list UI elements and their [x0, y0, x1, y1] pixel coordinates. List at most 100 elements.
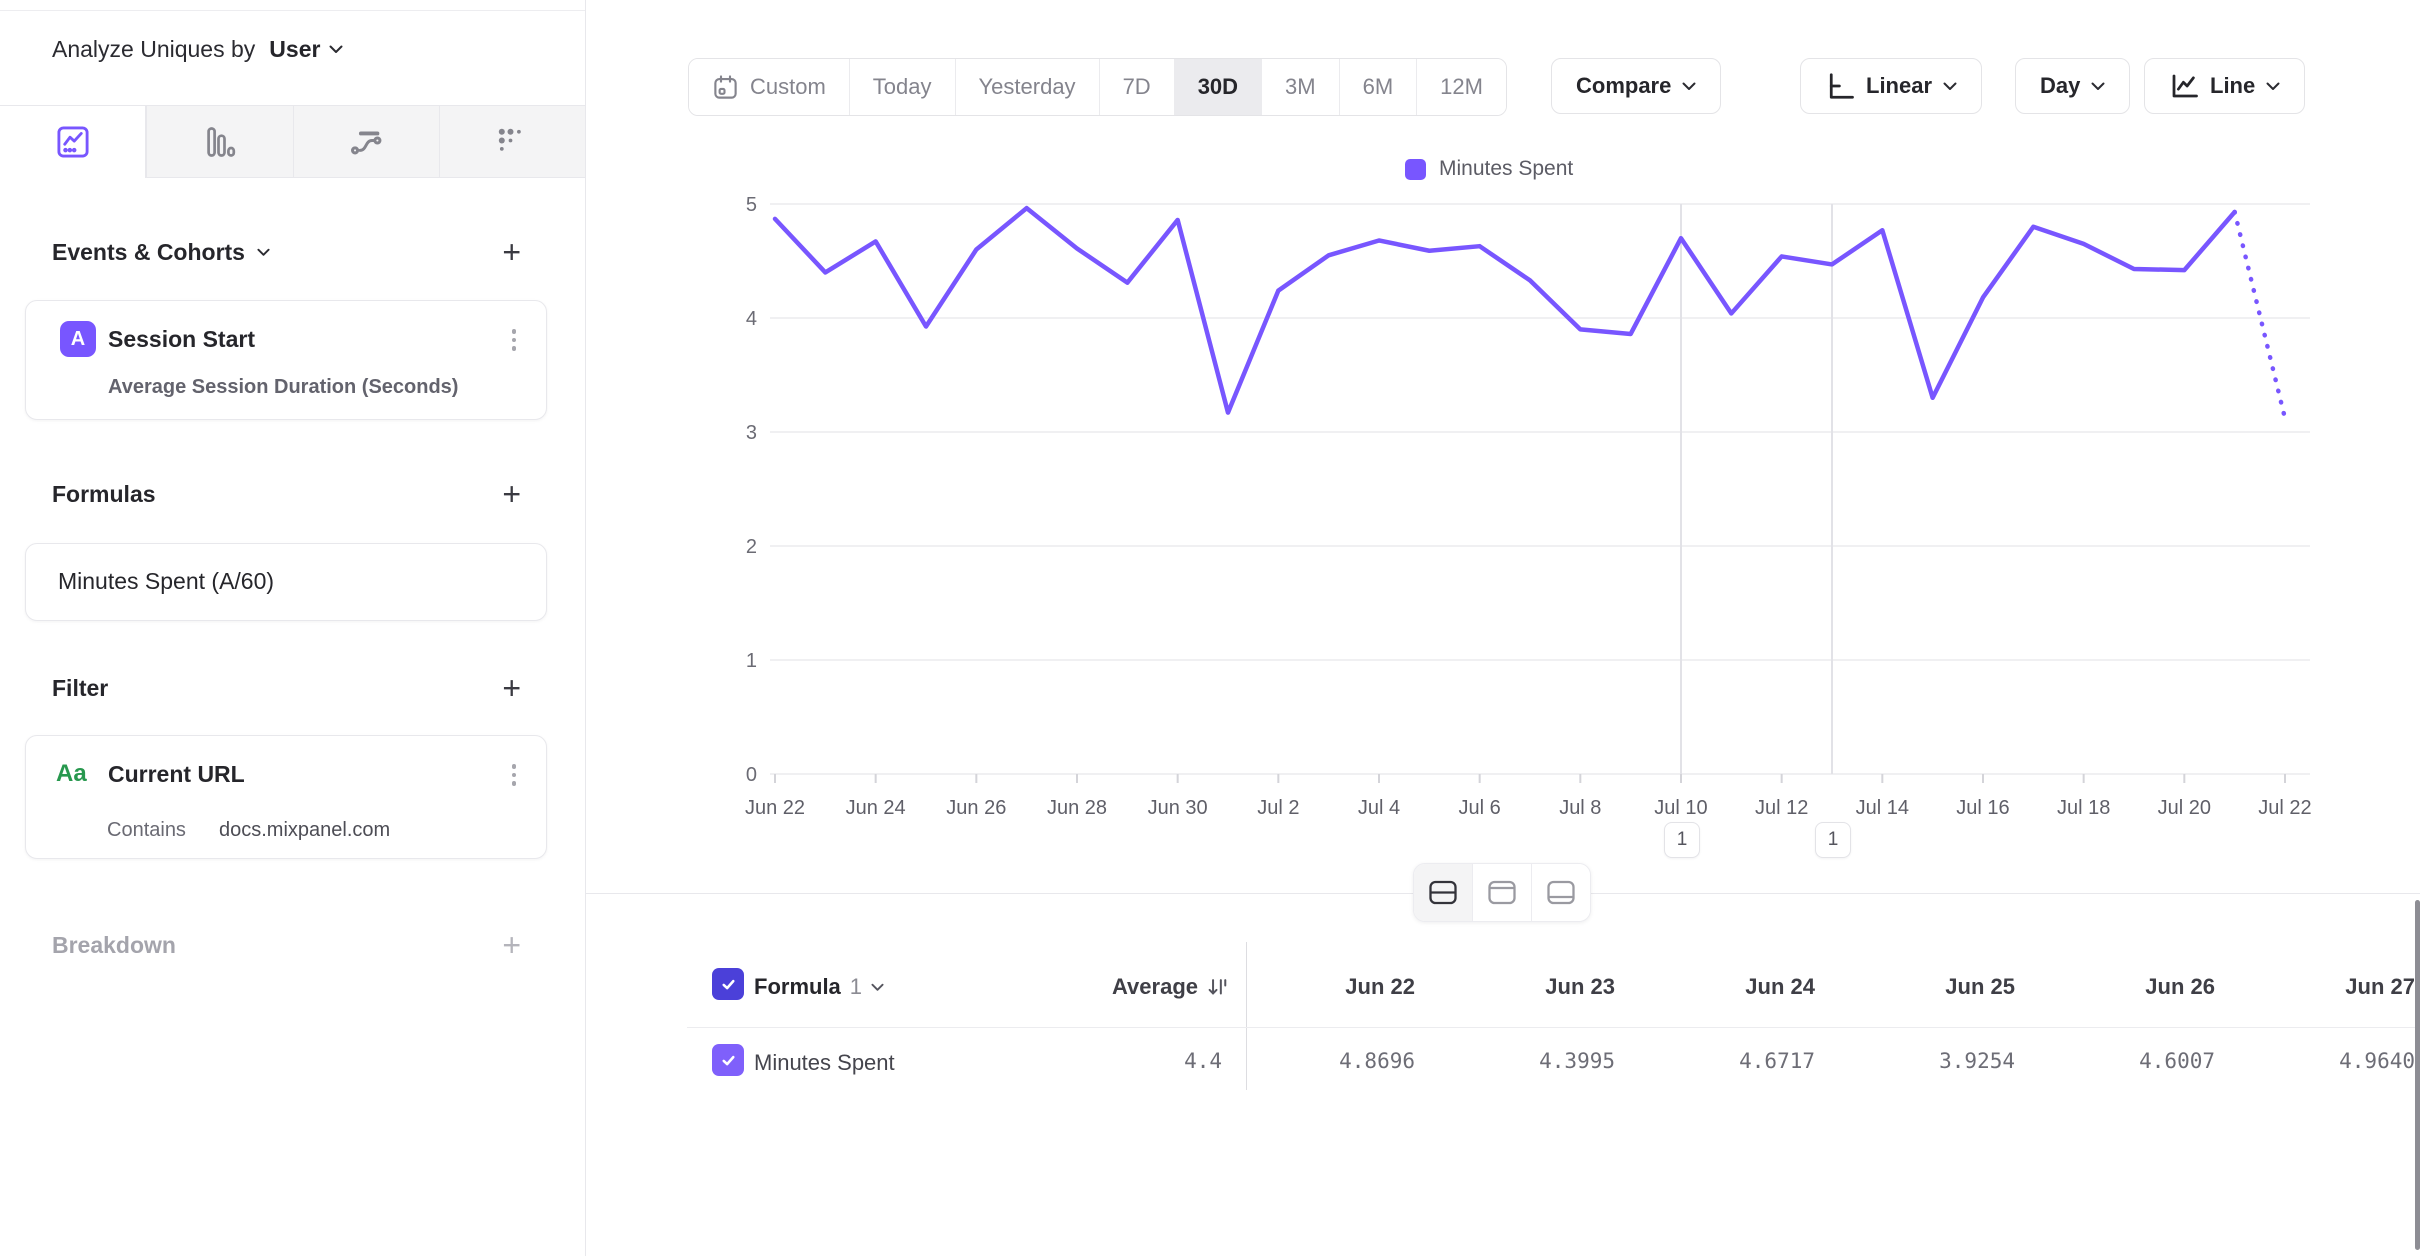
add-event-button[interactable]: +	[502, 234, 521, 270]
chart-legend: Minutes Spent	[1405, 157, 1573, 181]
event-aggregation[interactable]: Average Session Duration (Seconds)	[108, 376, 459, 398]
svg-text:5: 5	[746, 194, 757, 216]
date-range-label: 30D	[1197, 74, 1239, 99]
svg-text:Jul 18: Jul 18	[2057, 797, 2110, 819]
view-layout-toggle	[1413, 863, 1591, 922]
cell-value: 3.9254	[1939, 1049, 2015, 1073]
date-range-yesterday[interactable]: Yesterday	[954, 59, 1099, 115]
svg-text:Jul 2: Jul 2	[1257, 797, 1299, 819]
bottom-panel-icon	[1547, 880, 1575, 905]
line-chart-type-icon	[2172, 74, 2198, 98]
analyze-uniques-row: Analyze Uniques by User	[52, 36, 343, 63]
linear-axis-icon	[1829, 73, 1854, 99]
cell-value: 4.6717	[1739, 1049, 1815, 1073]
date-range-label: 3M	[1285, 74, 1316, 99]
tab-funnels[interactable]	[146, 106, 293, 178]
axis-scale-dropdown[interactable]: Linear	[1800, 58, 1983, 114]
check-icon	[721, 1055, 735, 1065]
analyze-value-dropdown[interactable]: User	[269, 36, 343, 63]
analyze-value: User	[269, 36, 321, 62]
row-checkbox[interactable]	[712, 1044, 744, 1076]
svg-text:Jul 20: Jul 20	[2158, 797, 2211, 819]
string-property-icon: Aa	[56, 760, 87, 787]
formula-column-header[interactable]: Formula 1	[754, 974, 884, 1000]
average-column-header[interactable]: Average	[985, 974, 1228, 1000]
split-view-icon	[1429, 880, 1457, 905]
cell-value: 4.9640	[2339, 1049, 2415, 1073]
svg-text:Jul 12: Jul 12	[1755, 797, 1808, 819]
formulas-section-title: Formulas	[52, 480, 156, 507]
table-column-divider	[1246, 942, 1247, 1090]
chevron-down-icon	[871, 983, 884, 991]
date-range-7d[interactable]: 7D	[1098, 59, 1174, 115]
formula-card[interactable]: Minutes Spent (A/60)	[25, 543, 547, 621]
filter-card[interactable]: Aa Current URL Contains docs.mixpanel.co…	[25, 735, 547, 859]
table-only-view-button[interactable]	[1531, 864, 1590, 921]
svg-text:Jun 26: Jun 26	[946, 797, 1006, 819]
add-filter-button[interactable]: +	[502, 670, 521, 706]
svg-text:4: 4	[746, 308, 757, 330]
retention-grid-icon	[499, 128, 522, 151]
line-chart: 0 1 2 3 4 5 Jun 22 Jun 24 Jun 26 Jun 28 Jun 30 Jul …	[745, 194, 2312, 819]
compare-button[interactable]: Compare	[1551, 58, 1722, 114]
chevron-down-icon	[257, 248, 270, 256]
date-column-header[interactable]: Jun 27	[2345, 974, 2415, 999]
events-section-header: Events & Cohorts +	[52, 232, 525, 272]
filter-property-name: Current URL	[108, 761, 245, 787]
event-card[interactable]: A Session Start Average Session Duration…	[25, 300, 547, 420]
date-range-selector: Custom Today Yesterday 7D 30D 3M 6M 12M	[688, 58, 1507, 116]
date-column-header[interactable]: Jun 26	[2145, 974, 2215, 999]
cell-value: 4.3995	[1539, 1049, 1615, 1073]
report-main-area: Custom Today Yesterday 7D 30D 3M 6M 12M Compare…	[585, 0, 2420, 1256]
breakdown-section-header: Breakdown +	[52, 925, 525, 965]
series-row-label[interactable]: Minutes Spent	[754, 1050, 895, 1075]
date-column-header[interactable]: Jun 22	[1345, 974, 1415, 999]
filter-section-header: Filter +	[52, 668, 525, 708]
axis-scale-label: Linear	[1866, 73, 1933, 98]
filter-value[interactable]: docs.mixpanel.com	[219, 819, 391, 841]
date-range-custom[interactable]: Custom	[689, 59, 849, 115]
tab-flows[interactable]	[292, 106, 439, 178]
date-column-header[interactable]: Jun 24	[1745, 974, 1815, 999]
average-header-label: Average	[1111, 974, 1198, 999]
chevron-down-icon	[2091, 82, 2105, 90]
date-column-header[interactable]: Jun 25	[1945, 974, 2015, 999]
date-range-today[interactable]: Today	[848, 59, 955, 115]
date-range-12m[interactable]: 12M	[1416, 59, 1506, 115]
split-view-button[interactable]	[1414, 864, 1472, 921]
chevron-down-icon	[1682, 82, 1696, 90]
events-section-title-row[interactable]: Events & Cohorts	[52, 239, 270, 266]
svg-text:Jun 30: Jun 30	[1148, 797, 1208, 819]
filter-operator[interactable]: Contains	[107, 819, 186, 841]
select-all-checkbox[interactable]	[712, 968, 744, 1000]
date-range-label: Yesterday	[978, 74, 1076, 99]
chart-type-dropdown[interactable]: Line	[2144, 58, 2306, 114]
series-row-average: 4.4	[1184, 1049, 1222, 1073]
date-column-header[interactable]: Jun 23	[1545, 974, 1615, 999]
tab-insights[interactable]	[0, 106, 147, 178]
vertical-scrollbar[interactable]	[2415, 900, 2420, 1250]
granularity-dropdown[interactable]: Day	[2015, 58, 2131, 114]
add-formula-button[interactable]: +	[502, 476, 521, 512]
event-kebab-menu[interactable]	[506, 323, 523, 357]
date-range-3m[interactable]: 3M	[1261, 59, 1339, 115]
filter-kebab-menu[interactable]	[506, 758, 523, 792]
annotation-badge-jul-13[interactable]: 1	[1814, 822, 1851, 858]
event-name: Session Start	[108, 326, 255, 352]
date-range-6m[interactable]: 6M	[1338, 59, 1417, 115]
granularity-label: Day	[2040, 73, 2081, 98]
flows-icon	[351, 131, 382, 154]
chart-only-view-button[interactable]	[1472, 864, 1531, 921]
table-header-divider	[687, 1027, 2420, 1028]
add-breakdown-button[interactable]: +	[502, 927, 521, 963]
annotation-badge-jul-10[interactable]: 1	[1663, 822, 1700, 858]
legend-swatch	[1405, 158, 1426, 180]
tab-retention[interactable]	[438, 106, 585, 178]
check-icon	[721, 979, 735, 989]
svg-text:Jun 22: Jun 22	[745, 797, 805, 819]
svg-text:1: 1	[746, 650, 757, 672]
top-divider	[0, 10, 585, 11]
event-letter-badge: A	[60, 321, 96, 357]
date-range-30d[interactable]: 30D	[1173, 59, 1262, 115]
